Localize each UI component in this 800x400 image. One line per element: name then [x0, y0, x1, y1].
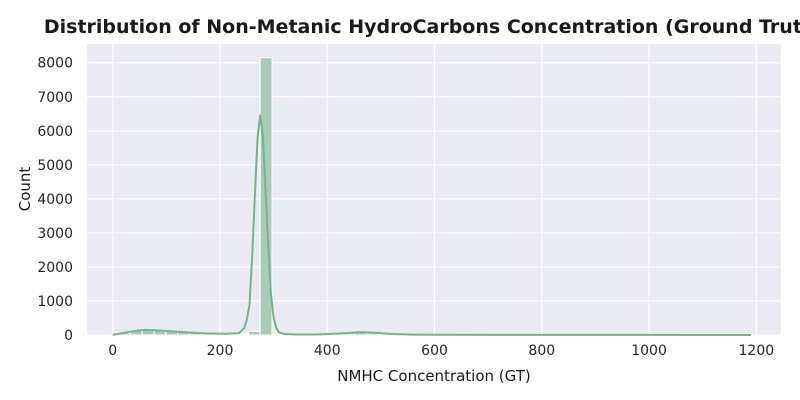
kde-curve: [112, 114, 751, 336]
x-tick-label: 800: [528, 343, 555, 359]
x-tick-label: 0: [108, 343, 117, 359]
histogram-bar: [271, 333, 285, 336]
y-axis-ticks: 0 1000 2000 3000 4000 5000 6000 7000 8000: [37, 56, 73, 344]
x-tick-label: 1200: [739, 343, 775, 359]
chart-title: Distribution of Non-Metanic HydroCarbons…: [44, 16, 800, 38]
y-axis-label: Count: [16, 167, 34, 212]
y-tick-label: 2000: [37, 260, 73, 276]
y-tick-label: 8000: [37, 56, 73, 72]
y-tick-label: 7000: [37, 90, 73, 106]
histogram-bar: [247, 331, 261, 336]
x-tick-label: 400: [314, 343, 341, 359]
y-tick-label: 6000: [37, 124, 73, 140]
y-tick-label: 1000: [37, 294, 73, 310]
y-tick-label: 5000: [37, 158, 73, 174]
y-tick-label: 4000: [37, 192, 73, 208]
x-tick-label: 600: [421, 343, 448, 359]
y-tick-label: 3000: [37, 226, 73, 242]
x-axis-label: NMHC Concentration (GT): [337, 367, 531, 385]
x-tick-label: 200: [207, 343, 234, 359]
x-axis-ticks: 0 200 400 600 800 1000 1200: [108, 343, 774, 359]
x-tick-label: 1000: [631, 343, 667, 359]
kde-line: [112, 114, 751, 336]
y-tick-label: 0: [64, 328, 73, 344]
